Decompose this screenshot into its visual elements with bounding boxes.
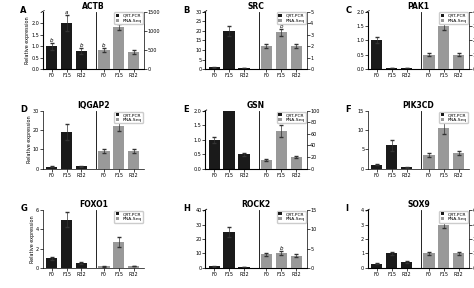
- Bar: [423, 155, 435, 168]
- Bar: [291, 46, 302, 69]
- Bar: [76, 51, 87, 69]
- Bar: [276, 32, 287, 69]
- Legend: QRT-PCR, RNA-Seq: QRT-PCR, RNA-Seq: [277, 112, 306, 123]
- Text: a: a: [65, 10, 68, 15]
- Legend: QRT-PCR, RNA-Seq: QRT-PCR, RNA-Seq: [439, 211, 468, 223]
- Text: C: C: [346, 6, 351, 15]
- Bar: [291, 255, 302, 268]
- Bar: [98, 266, 109, 268]
- Text: b: b: [280, 246, 283, 251]
- Bar: [61, 132, 72, 168]
- Bar: [238, 267, 250, 268]
- Bar: [98, 50, 109, 69]
- Bar: [401, 167, 412, 168]
- Bar: [238, 154, 250, 168]
- Bar: [386, 68, 397, 69]
- Bar: [276, 131, 287, 168]
- Text: b: b: [280, 120, 283, 125]
- Text: D: D: [20, 105, 27, 114]
- Bar: [438, 26, 449, 69]
- Bar: [223, 232, 235, 268]
- Title: GSN: GSN: [247, 101, 265, 110]
- Y-axis label: Relative expression: Relative expression: [30, 215, 35, 263]
- Bar: [128, 52, 139, 69]
- Title: ROCK2: ROCK2: [241, 200, 271, 209]
- Legend: QRT-PCR, RNA-Seq: QRT-PCR, RNA-Seq: [277, 211, 306, 223]
- Bar: [113, 126, 125, 168]
- Bar: [438, 225, 449, 268]
- Bar: [401, 262, 412, 268]
- Legend: QRT-PCR, RNA-Seq: QRT-PCR, RNA-Seq: [114, 12, 143, 24]
- Bar: [371, 264, 382, 268]
- Title: SRC: SRC: [247, 2, 264, 11]
- Bar: [98, 151, 109, 168]
- Legend: QRT-PCR, RNA-Seq: QRT-PCR, RNA-Seq: [439, 112, 468, 123]
- Bar: [223, 31, 235, 69]
- Bar: [371, 165, 382, 168]
- Y-axis label: Relative expression: Relative expression: [25, 17, 30, 64]
- Bar: [453, 253, 465, 268]
- Bar: [453, 55, 465, 69]
- Bar: [291, 157, 302, 168]
- Title: SOX9: SOX9: [407, 200, 430, 209]
- Title: PIK3CD: PIK3CD: [402, 101, 434, 110]
- Bar: [128, 266, 139, 268]
- Legend: QRT-PCR, RNA-Seq: QRT-PCR, RNA-Seq: [439, 12, 468, 24]
- Bar: [261, 46, 272, 69]
- Text: G: G: [20, 204, 27, 213]
- Title: PAK1: PAK1: [408, 2, 429, 11]
- Text: b: b: [50, 37, 54, 43]
- Text: B: B: [183, 6, 189, 15]
- Bar: [423, 55, 435, 69]
- Bar: [238, 68, 250, 69]
- Y-axis label: Relative expression: Relative expression: [27, 116, 32, 164]
- Title: ACTB: ACTB: [82, 2, 105, 11]
- Bar: [386, 145, 397, 168]
- Bar: [113, 27, 125, 69]
- Bar: [209, 140, 220, 168]
- Text: b: b: [102, 43, 106, 48]
- Bar: [46, 46, 57, 69]
- Bar: [261, 254, 272, 268]
- Bar: [438, 128, 449, 168]
- Text: E: E: [183, 105, 189, 114]
- Title: FOXO1: FOXO1: [79, 200, 108, 209]
- Legend: QRT-PCR, RNA-Seq: QRT-PCR, RNA-Seq: [277, 12, 306, 24]
- Bar: [386, 253, 397, 268]
- Bar: [61, 23, 72, 69]
- Bar: [209, 266, 220, 268]
- Text: b: b: [280, 24, 283, 29]
- Bar: [371, 40, 382, 69]
- Text: A: A: [20, 6, 27, 15]
- Bar: [401, 68, 412, 69]
- Legend: QRT-PCR, RNA-Seq: QRT-PCR, RNA-Seq: [114, 211, 143, 223]
- Bar: [209, 67, 220, 69]
- Bar: [61, 220, 72, 268]
- Bar: [46, 258, 57, 268]
- Bar: [76, 263, 87, 268]
- Bar: [76, 166, 87, 168]
- Legend: QRT-PCR, RNA-Seq: QRT-PCR, RNA-Seq: [114, 112, 143, 123]
- Bar: [276, 253, 287, 268]
- Bar: [128, 151, 139, 168]
- Bar: [113, 242, 125, 268]
- Bar: [46, 167, 57, 168]
- Text: H: H: [183, 204, 190, 213]
- Bar: [261, 160, 272, 168]
- Text: I: I: [346, 204, 348, 213]
- Text: b: b: [80, 43, 83, 48]
- Title: IQGAP2: IQGAP2: [77, 101, 109, 110]
- Bar: [223, 0, 235, 168]
- Bar: [423, 253, 435, 268]
- Text: F: F: [346, 105, 351, 114]
- Bar: [453, 153, 465, 168]
